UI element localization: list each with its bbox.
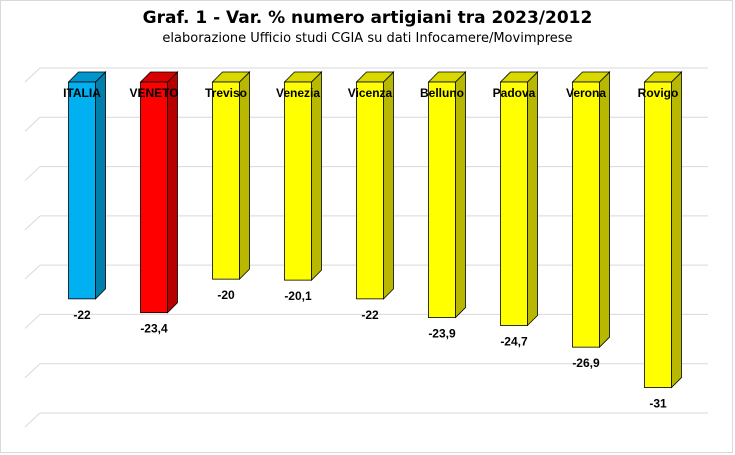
bar-side [95, 71, 106, 300]
gridline-depth [24, 363, 41, 379]
bar-side [527, 71, 538, 327]
category-label: Venezia [276, 86, 320, 100]
category-label: VENETO [129, 86, 178, 100]
value-label: -26,9 [572, 356, 600, 370]
category-label: Treviso [205, 86, 247, 100]
bar-side [671, 71, 682, 389]
gridline-depth [24, 412, 41, 428]
bar-side [383, 71, 394, 300]
value-label: -23,9 [428, 327, 456, 341]
value-label: -22 [73, 308, 91, 322]
bar-side [311, 71, 322, 282]
category-label: Belluno [420, 86, 464, 100]
bar [428, 81, 456, 318]
bar-side [167, 71, 178, 314]
value-label: -22 [361, 308, 379, 322]
bar [140, 81, 168, 314]
bar-side [599, 71, 610, 349]
gridline-depth [24, 67, 41, 83]
gridline-depth [24, 264, 41, 280]
bar [68, 81, 96, 300]
bar [356, 81, 384, 300]
chart-subtitle: elaborazione Ufficio studi CGIA su dati … [162, 31, 573, 46]
gridline-depth [24, 215, 41, 231]
value-label: -20 [217, 288, 235, 302]
value-label: -31 [649, 397, 667, 411]
gridline-depth [24, 166, 41, 181]
value-label: -24,7 [500, 334, 528, 348]
category-label: Rovigo [638, 86, 679, 100]
value-label: -20,1 [284, 289, 312, 303]
gridline-depth [24, 116, 41, 132]
category-label: Padova [493, 86, 536, 100]
category-label: ITALIA [63, 86, 101, 100]
gridline-depth [24, 314, 41, 329]
bar [212, 81, 240, 280]
category-label: Vicenza [348, 86, 393, 100]
bar-side [455, 71, 466, 319]
category-label: Verona [566, 86, 606, 100]
bar [572, 81, 600, 348]
bar [284, 81, 312, 281]
bar [644, 81, 672, 388]
bar-side [239, 71, 250, 281]
value-label: -23,4 [140, 322, 168, 336]
chart-title: Graf. 1 - Var. % numero artigiani tra 20… [142, 8, 593, 28]
bar [500, 81, 528, 326]
